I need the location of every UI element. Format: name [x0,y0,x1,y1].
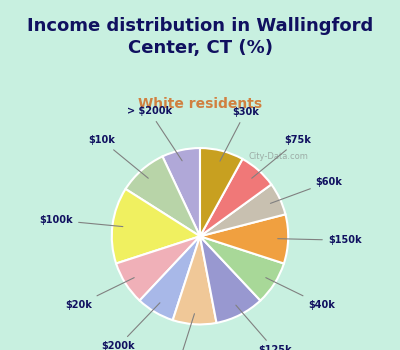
Wedge shape [140,236,200,320]
Text: $10k: $10k [88,135,148,178]
Wedge shape [112,189,200,264]
Wedge shape [200,159,271,236]
Text: $50k: $50k [165,314,194,350]
Wedge shape [173,236,216,324]
Wedge shape [116,236,200,301]
Text: $150k: $150k [278,235,362,245]
Text: $60k: $60k [270,177,342,203]
Wedge shape [126,156,200,236]
Wedge shape [200,184,286,236]
Text: Income distribution in Wallingford
Center, CT (%): Income distribution in Wallingford Cente… [27,17,373,57]
Text: $40k: $40k [266,278,335,310]
Text: $30k: $30k [220,107,259,161]
Text: White residents: White residents [138,97,262,111]
Text: $75k: $75k [252,135,312,178]
Text: $200k: $200k [101,303,160,350]
Text: City-Data.com: City-Data.com [248,152,308,161]
Wedge shape [162,148,200,236]
Text: $100k: $100k [40,215,123,226]
Wedge shape [200,148,242,236]
Wedge shape [200,236,284,301]
Text: $125k: $125k [236,305,292,350]
Wedge shape [200,214,288,264]
Text: $20k: $20k [65,278,134,310]
Wedge shape [200,236,260,323]
Text: > $200k: > $200k [127,106,182,161]
